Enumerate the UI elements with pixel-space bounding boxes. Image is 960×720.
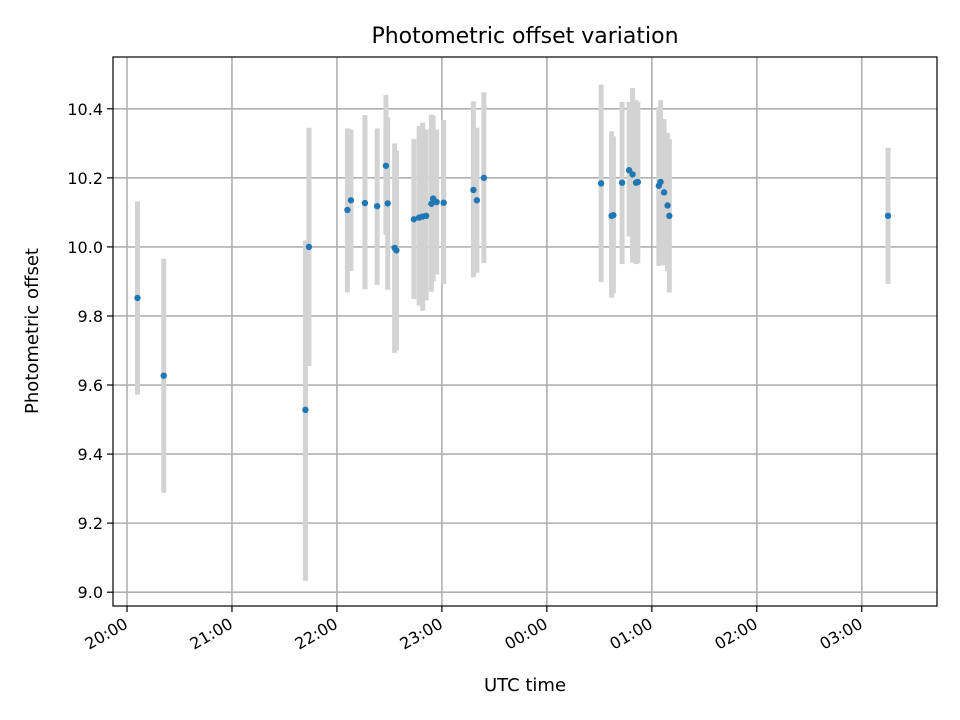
y-tick-label: 9.6 bbox=[78, 376, 103, 395]
data-point bbox=[433, 198, 440, 206]
data-point bbox=[344, 206, 351, 214]
chart-title: Photometric offset variation bbox=[371, 24, 678, 49]
x-tick-label: 22:00 bbox=[292, 614, 341, 654]
data-point bbox=[373, 202, 381, 210]
data-point bbox=[610, 211, 617, 219]
y-axis-label: Photometric offset bbox=[22, 248, 43, 414]
y-tick-label: 9.0 bbox=[78, 583, 103, 602]
y-tick-label: 9.4 bbox=[78, 445, 103, 464]
data-point bbox=[664, 202, 671, 209]
x-tick-label: 20:00 bbox=[82, 614, 131, 654]
x-tick-label: 21:00 bbox=[187, 614, 236, 654]
data-point bbox=[480, 174, 488, 182]
x-tick-label: 00:00 bbox=[501, 614, 550, 654]
data-point bbox=[629, 171, 636, 178]
data-point bbox=[657, 178, 664, 186]
point-layer bbox=[134, 162, 892, 414]
x-tick-label: 03:00 bbox=[816, 614, 865, 654]
data-point bbox=[305, 243, 313, 251]
data-point bbox=[634, 178, 642, 186]
data-point bbox=[382, 162, 390, 169]
data-point bbox=[393, 247, 400, 254]
data-point bbox=[384, 200, 391, 207]
plot-frame bbox=[112, 56, 938, 607]
data-point bbox=[618, 179, 626, 186]
data-point bbox=[440, 199, 447, 206]
data-point bbox=[470, 186, 477, 194]
x-tick-label: 23:00 bbox=[396, 614, 445, 654]
y-tick-label: 10.4 bbox=[67, 100, 103, 119]
data-point bbox=[410, 216, 418, 223]
grid-layer bbox=[113, 57, 937, 606]
y-tick-label: 9.2 bbox=[78, 514, 103, 533]
data-point bbox=[428, 200, 435, 207]
x-tick-label: 02:00 bbox=[711, 614, 760, 654]
tick-layer: 20:00 21:00 22:00 23:00 00:00 01:00 02:00 03:00… bbox=[67, 100, 865, 654]
x-axis-label: UTC time bbox=[484, 675, 566, 696]
data-point bbox=[422, 212, 430, 220]
data-point bbox=[160, 372, 167, 379]
x-tick-label: 01:00 bbox=[606, 614, 655, 654]
data-point bbox=[666, 212, 673, 220]
y-tick-label: 10.2 bbox=[67, 169, 103, 188]
data-point bbox=[361, 199, 369, 207]
data-point bbox=[473, 197, 481, 204]
data-point bbox=[302, 406, 309, 414]
data-point bbox=[134, 294, 141, 302]
y-tick-label: 9.8 bbox=[78, 307, 103, 326]
data-point bbox=[597, 180, 605, 187]
data-point bbox=[347, 197, 355, 204]
data-point bbox=[884, 212, 892, 220]
errorbar-layer bbox=[134, 84, 891, 581]
y-tick-label: 10.0 bbox=[67, 238, 103, 257]
data-point bbox=[660, 189, 668, 196]
